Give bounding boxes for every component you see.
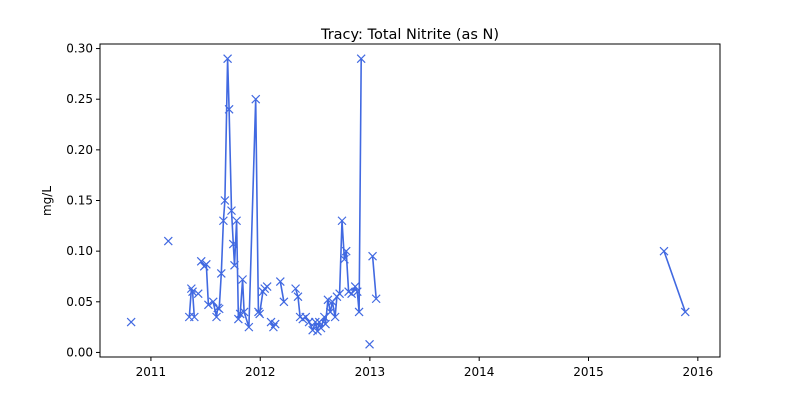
data-point bbox=[220, 196, 230, 205]
data-point bbox=[251, 94, 261, 104]
y-axis-label: mg/L bbox=[40, 186, 54, 216]
series-line bbox=[212, 57, 268, 328]
y-tick-label: 0.25 bbox=[66, 92, 93, 106]
data-point bbox=[204, 300, 213, 310]
series-line bbox=[188, 287, 196, 318]
data-point bbox=[214, 304, 224, 314]
data-point bbox=[680, 307, 690, 317]
x-tick-label: 2014 bbox=[464, 365, 495, 379]
chart-title: Tracy: Total Nitrite (as N) bbox=[320, 27, 499, 43]
data-point bbox=[347, 289, 357, 299]
y-tick-label: 0.10 bbox=[66, 244, 93, 258]
data-point bbox=[368, 251, 377, 261]
data-point bbox=[193, 289, 203, 299]
data-point bbox=[335, 289, 345, 299]
data-point bbox=[341, 246, 351, 256]
data-point bbox=[339, 254, 349, 264]
data-point bbox=[208, 297, 218, 307]
x-tick-label: 2016 bbox=[683, 365, 714, 379]
data-point bbox=[659, 246, 669, 256]
data-point bbox=[233, 314, 243, 324]
y-tick-label: 0.15 bbox=[66, 194, 93, 208]
series-line bbox=[371, 256, 377, 299]
data-point bbox=[212, 312, 221, 322]
data-point bbox=[126, 317, 136, 327]
data-point bbox=[330, 312, 340, 322]
data-point bbox=[255, 309, 265, 319]
x-tick-label: 2011 bbox=[136, 365, 167, 379]
data-point bbox=[301, 312, 311, 322]
data-point bbox=[224, 104, 234, 114]
x-tick-label: 2015 bbox=[573, 365, 604, 379]
data-point bbox=[354, 307, 364, 317]
data-point bbox=[163, 236, 173, 246]
y-tick-label: 0.30 bbox=[66, 42, 93, 56]
data-point bbox=[228, 239, 238, 249]
data-point bbox=[230, 260, 239, 270]
data-point bbox=[371, 294, 381, 304]
y-tick-label: 0.05 bbox=[66, 295, 93, 309]
plot-frame bbox=[99, 43, 721, 358]
data-point bbox=[319, 312, 329, 322]
data-point bbox=[275, 277, 285, 286]
series-line bbox=[279, 281, 285, 302]
data-point bbox=[218, 216, 228, 226]
x-tick-label: 2012 bbox=[245, 365, 276, 379]
data-point bbox=[244, 322, 254, 332]
plot-area: 0.00 0.05 0.10 0.15 0.20 0.25 0.30 2011 2012 2013… bbox=[66, 42, 721, 379]
data-point bbox=[266, 317, 276, 327]
data-point bbox=[227, 206, 236, 216]
data-point bbox=[232, 216, 242, 226]
data-point bbox=[321, 319, 330, 329]
data-point bbox=[323, 295, 333, 305]
data-point bbox=[270, 319, 280, 329]
data-point bbox=[196, 256, 206, 266]
y-tick-label: 0.20 bbox=[66, 143, 93, 157]
data-point bbox=[337, 216, 347, 226]
data-point bbox=[262, 282, 272, 292]
data-point bbox=[201, 259, 211, 269]
series-line bbox=[663, 250, 687, 313]
data-point bbox=[189, 312, 199, 322]
data-point bbox=[216, 269, 226, 278]
data-point bbox=[304, 317, 314, 327]
data-point bbox=[239, 307, 249, 317]
data-point bbox=[279, 297, 289, 307]
data-point bbox=[356, 54, 366, 64]
data-point bbox=[350, 282, 360, 292]
data-point bbox=[352, 287, 362, 297]
data-point bbox=[223, 54, 233, 64]
data-point bbox=[293, 292, 303, 302]
data-point bbox=[365, 339, 374, 349]
data-point bbox=[186, 284, 196, 294]
data-point bbox=[291, 284, 301, 294]
y-tick-label: 0.00 bbox=[66, 345, 93, 359]
data-point bbox=[188, 287, 197, 297]
x-tick-label: 2013 bbox=[355, 365, 386, 379]
data-point bbox=[238, 275, 247, 284]
